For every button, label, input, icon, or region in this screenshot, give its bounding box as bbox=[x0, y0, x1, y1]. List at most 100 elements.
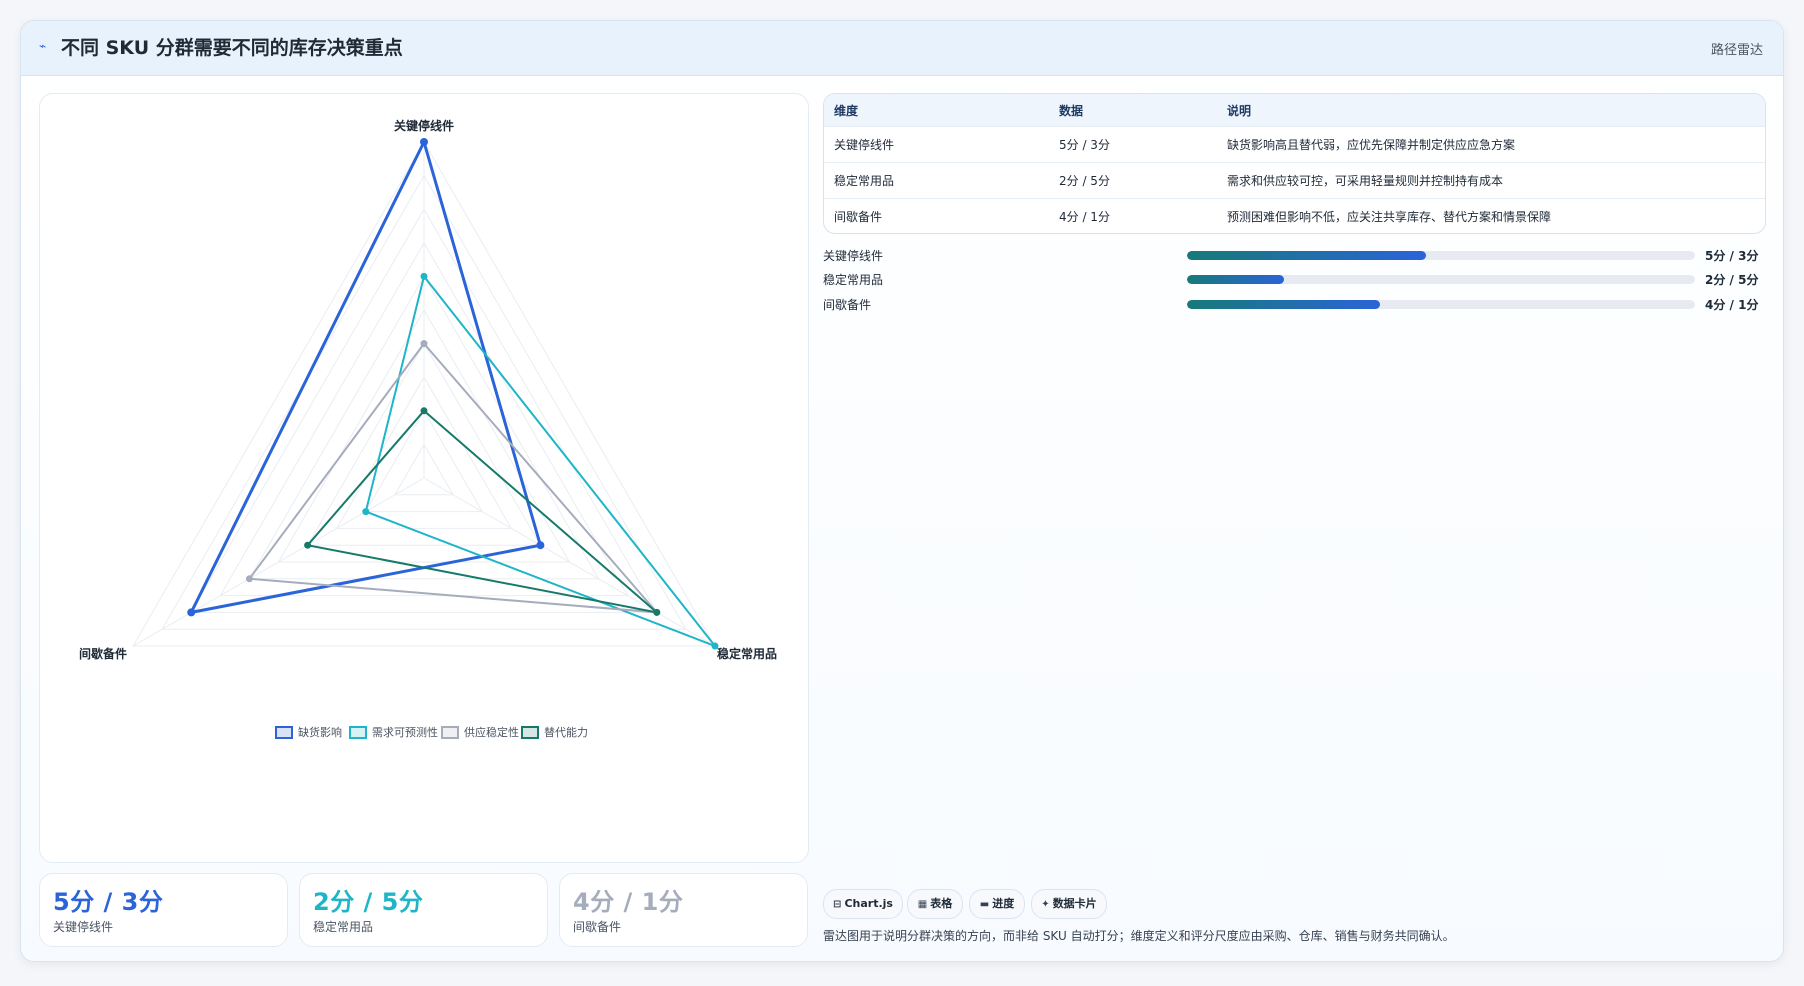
progress-row: 间歇备件 4分 / 1分 bbox=[823, 294, 1764, 314]
radar-series-line bbox=[364, 274, 719, 649]
kpi-row: 5分 / 3分 关键停线件 2分 / 5分 稳定常用品 4分 / 1分 间歇备件 bbox=[39, 873, 809, 947]
kpi-card: 2分 / 5分 稳定常用品 bbox=[299, 873, 548, 947]
table-cell: 2分 / 5分 bbox=[1049, 162, 1217, 199]
chart-icon: ⊟ bbox=[833, 899, 842, 910]
radar-grid-ring bbox=[394, 443, 454, 496]
radar-data-point bbox=[420, 138, 428, 146]
kpi-value: 4分 / 1分 bbox=[573, 888, 684, 916]
radar-series-line bbox=[247, 342, 660, 614]
radar-data-point bbox=[245, 575, 253, 583]
page-title: 不同 SKU 分群需要不同的库存决策重点 bbox=[61, 37, 403, 59]
radar-grid-ring bbox=[219, 241, 629, 597]
table-row: 关键停线件 5分 / 3分 缺货影响高且替代弱，应优先保障并制定供应应急方案 bbox=[824, 126, 1765, 163]
progress-track bbox=[1187, 275, 1695, 284]
kpi-label: 间歇备件 bbox=[573, 920, 622, 934]
kpi-card: 5分 / 3分 关键停线件 bbox=[39, 873, 288, 947]
legend-label: 供应稳定性 bbox=[464, 725, 519, 739]
kpi-label: 关键停线件 bbox=[53, 920, 114, 934]
legend-label: 缺货影响 bbox=[298, 725, 342, 739]
data-table-card: 维度 数据 说明 关键停线件 5分 / 3分 缺货影响高且替代弱，应优先保障并制… bbox=[823, 93, 1766, 234]
legend-swatch bbox=[275, 726, 293, 739]
table-row: 间歇备件 4分 / 1分 预测困难但影响不低，应关注共享库存、替代方案和情景保障 bbox=[824, 198, 1765, 233]
data-table: 维度 数据 说明 关键停线件 5分 / 3分 缺货影响高且替代弱，应优先保障并制… bbox=[824, 94, 1765, 233]
progress-icon: ▬ bbox=[979, 899, 990, 910]
radar-grid-ring bbox=[132, 141, 716, 647]
panel-header: ⌁ 不同 SKU 分群需要不同的库存决策重点 路径雷达 bbox=[21, 21, 1783, 76]
radar-axis-label: 间歇备件 bbox=[79, 646, 127, 661]
kpi-value: 2分 / 5分 bbox=[313, 888, 424, 916]
progress-track bbox=[1187, 251, 1695, 260]
radar-grid-ring bbox=[306, 342, 542, 546]
chip-data-card[interactable]: ✦ 数据卡片 bbox=[1031, 889, 1107, 919]
radar-series-line bbox=[305, 409, 661, 615]
progress-label: 稳定常用品 bbox=[823, 273, 884, 287]
table-cell: 需求和供应较可控，可采用轻量规则并控制持有成本 bbox=[1217, 162, 1765, 199]
legend-swatch bbox=[521, 726, 539, 739]
table-row: 稳定常用品 2分 / 5分 需求和供应较可控，可采用轻量规则并控制持有成本 bbox=[824, 162, 1765, 199]
table-cell: 4分 / 1分 bbox=[1049, 198, 1217, 233]
legend-swatch bbox=[441, 726, 459, 739]
progress-row: 关键停线件 5分 / 3分 bbox=[823, 245, 1764, 265]
chip-label: 进度 bbox=[992, 897, 1015, 910]
table-icon: ▦ bbox=[917, 899, 928, 910]
progress-value: 4分 / 1分 bbox=[1705, 298, 1759, 312]
progress-fill bbox=[1187, 300, 1381, 309]
radar-data-point bbox=[304, 541, 312, 549]
radar-data-point bbox=[653, 608, 661, 616]
table-cell: 缺货影响高且替代弱，应优先保障并制定供应应急方案 bbox=[1217, 126, 1765, 163]
chip-table[interactable]: ▦ 表格 bbox=[907, 889, 963, 919]
card-icon: ✦ bbox=[1041, 899, 1050, 910]
progress-fill bbox=[1187, 251, 1426, 260]
progress-label: 关键停线件 bbox=[823, 249, 884, 263]
route-icon: ⌁ bbox=[39, 39, 47, 53]
legend-label: 替代能力 bbox=[544, 725, 588, 739]
radar-data-point bbox=[187, 608, 196, 617]
footnote: 雷达图用于说明分群决策的方向，而非给 SKU 自动打分；维度定义和评分尺度应由采… bbox=[823, 929, 1455, 943]
table-cell: 5分 / 3分 bbox=[1049, 126, 1217, 163]
radar-data-point bbox=[362, 508, 370, 516]
radar-grid-ring bbox=[248, 275, 600, 580]
progress-label: 间歇备件 bbox=[823, 298, 872, 312]
table-cell: 间歇备件 bbox=[824, 198, 1049, 233]
kpi-value: 5分 / 3分 bbox=[53, 888, 164, 916]
radar-data-point bbox=[536, 541, 545, 550]
radar-series-line bbox=[188, 137, 543, 615]
radar-axis-line bbox=[132, 477, 425, 647]
chip-chartjs[interactable]: ⊟ Chart.js bbox=[823, 889, 903, 919]
table-header-row: 维度 数据 说明 bbox=[824, 94, 1765, 127]
chip-progress[interactable]: ▬ 进度 bbox=[969, 889, 1025, 919]
radar-data-point bbox=[711, 642, 719, 650]
radar-axis-label: 稳定常用品 bbox=[717, 646, 777, 661]
table-cell: 预测困难但影响不低，应关注共享库存、替代方案和情景保障 bbox=[1217, 198, 1765, 233]
progress-value: 5分 / 3分 bbox=[1705, 249, 1759, 263]
radar-chart-card: 关键停线件稳定常用品 间歇备件缺货影响 需求可预测性 供应稳定性 替代能力 bbox=[39, 93, 809, 863]
progress-row: 稳定常用品 2分 / 5分 bbox=[823, 269, 1764, 289]
radar-data-point bbox=[420, 340, 428, 348]
kpi-card: 4分 / 1分 间歇备件 bbox=[559, 873, 808, 947]
progress-list: 关键停线件 5分 / 3分 稳定常用品 2分 / 5分 间歇备件 4分 / 1分 bbox=[823, 245, 1764, 325]
table-cell: 稳定常用品 bbox=[824, 162, 1049, 199]
table-cell: 关键停线件 bbox=[824, 126, 1049, 163]
legend-label: 需求可预测性 bbox=[372, 725, 438, 739]
table-header: 说明 bbox=[1217, 94, 1765, 127]
radar-axis-line bbox=[423, 477, 716, 647]
chip-label: 数据卡片 bbox=[1052, 897, 1097, 910]
radar-grid-ring bbox=[161, 174, 687, 630]
table-header: 维度 bbox=[824, 94, 1049, 127]
radar-data-point bbox=[420, 272, 428, 280]
radar-axis-label: 关键停线件 bbox=[394, 118, 454, 133]
main-panel: ⌁ 不同 SKU 分群需要不同的库存决策重点 路径雷达 关键停线件 稳定常用品 间歇… bbox=[20, 20, 1784, 962]
kpi-label: 稳定常用品 bbox=[313, 920, 374, 934]
radar-grid-ring bbox=[277, 308, 571, 563]
header-badge: 路径雷达 bbox=[1710, 43, 1763, 58]
chip-label: Chart.js bbox=[844, 897, 893, 910]
progress-value: 2分 / 5分 bbox=[1705, 273, 1759, 287]
legend-swatch bbox=[349, 726, 367, 739]
tech-chips: ⊟ Chart.js ▦ 表格 ▬ 进度 ✦ 数据卡片 bbox=[823, 889, 1423, 919]
radar-data-point bbox=[420, 407, 428, 415]
progress-fill bbox=[1187, 275, 1284, 284]
table-header: 数据 bbox=[1049, 94, 1217, 127]
chip-label: 表格 bbox=[930, 897, 953, 910]
radar-grid-ring bbox=[190, 208, 658, 613]
